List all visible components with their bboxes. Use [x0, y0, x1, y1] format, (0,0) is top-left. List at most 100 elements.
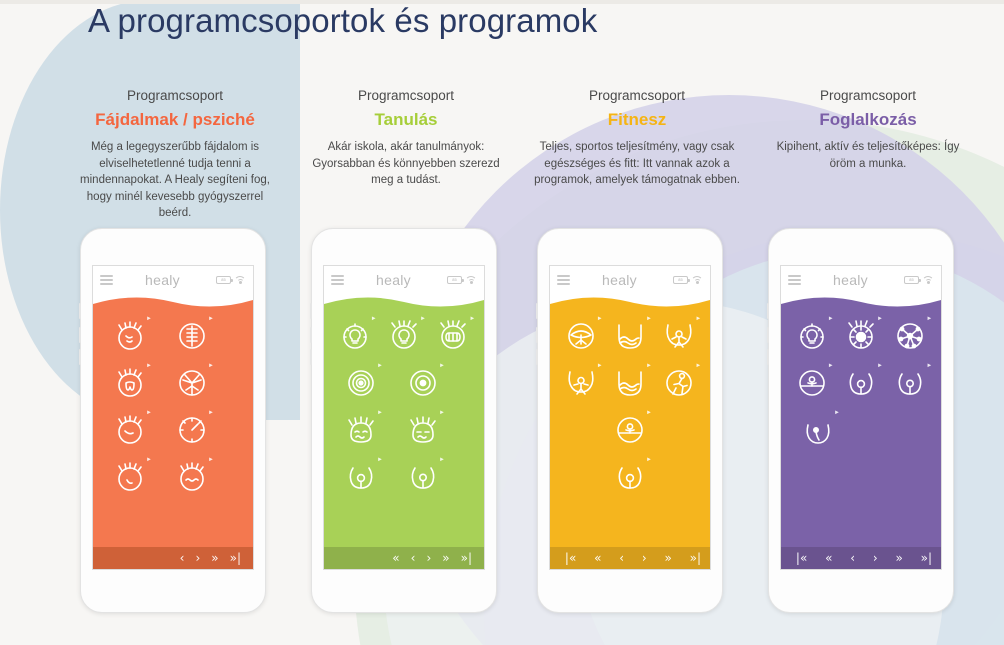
icon-badge: ► — [146, 316, 152, 322]
water-wave-icon[interactable]: ► — [613, 316, 652, 353]
icon-row: ► — [556, 457, 704, 494]
spine-icon[interactable]: ► — [175, 316, 214, 353]
program-group-kicker: Programcsoport — [357, 88, 455, 103]
prev-group-button[interactable]: « — [594, 551, 602, 565]
target-focus-icon[interactable]: ► — [406, 363, 445, 400]
icon-badge: ► — [439, 363, 445, 369]
icon-badge: ► — [420, 316, 426, 322]
icon-badge: ► — [377, 363, 383, 369]
icon-row: ► ► ► — [330, 316, 478, 353]
icon-badge: ► — [377, 457, 383, 463]
phone-mockup-3: healy 85 ► ► ► ► ► ► ► ► |« « ‹ › » »| — [536, 228, 723, 613]
tooth-pain-icon[interactable]: ► — [113, 363, 152, 400]
icon-row: ► ► — [99, 457, 247, 494]
muscle-figure-icon[interactable]: ► — [662, 316, 701, 353]
next-group-button[interactable]: » — [211, 551, 219, 565]
icon-badge: ► — [695, 316, 702, 322]
icon-row: ► ► — [330, 410, 478, 447]
next-button[interactable]: › — [641, 551, 647, 565]
icon-badge: ► — [646, 363, 652, 369]
muscle-arms-icon[interactable]: ► — [564, 363, 603, 400]
last-page-button[interactable]: »| — [920, 551, 933, 565]
idea-bulb-icon[interactable]: ► — [795, 316, 834, 353]
joint-pain-icon[interactable]: ► — [175, 410, 214, 447]
next-button[interactable]: › — [872, 551, 878, 565]
app-content-area: ► ► ► ► ► ► ► — [781, 293, 941, 547]
energy-dome-icon[interactable]: ► — [564, 316, 603, 353]
prev-button[interactable]: ‹ — [619, 551, 625, 565]
program-group-description: Akár iskola, akár tanulmányok: Gyorsabba… — [312, 141, 500, 186]
wifi-icon — [922, 275, 934, 284]
prev-button[interactable]: ‹ — [850, 551, 856, 565]
next-group-button[interactable]: » — [895, 551, 903, 565]
next-group-button[interactable]: » — [442, 551, 450, 565]
phone-screen: healy 85 ► ► ► ► ► ► ► |« « ‹ › » »| — [780, 265, 942, 570]
prev-group-button[interactable]: « — [392, 551, 400, 565]
sun-burst-icon[interactable]: ► — [844, 316, 883, 353]
last-page-button[interactable]: »| — [229, 551, 241, 565]
icon-badge: ► — [827, 363, 834, 369]
embrace-icon[interactable]: ► — [613, 457, 652, 494]
icon-badge: ► — [596, 316, 603, 322]
program-group-description: Kipihent, aktív és teljesítőképes: Így ö… — [776, 141, 960, 170]
bulb-focus-icon[interactable]: ► — [387, 316, 426, 353]
icon-badge: ► — [208, 363, 214, 369]
balance-icon[interactable]: ► — [795, 363, 834, 400]
head-calm-icon[interactable]: ► — [113, 457, 152, 494]
next-button[interactable]: › — [426, 551, 432, 565]
battery-level-label: 85 — [452, 276, 457, 282]
battery-icon: 85 — [447, 275, 464, 284]
last-page-button[interactable]: »| — [689, 551, 702, 565]
prev-button[interactable]: ‹ — [179, 551, 185, 565]
hydration-icon[interactable]: ► — [613, 363, 652, 400]
battery-level-label: 85 — [909, 276, 914, 282]
icon-row: ► — [556, 410, 704, 447]
battery-level-label: 85 — [221, 276, 226, 282]
next-group-button[interactable]: » — [664, 551, 672, 565]
nerve-tree-icon[interactable]: ► — [175, 363, 214, 400]
phone-screen: healy 85 ► ► ► ► ► ► ► ► |« « ‹ › » »| — [549, 265, 711, 570]
icon-row: ► ► — [99, 410, 247, 447]
icon-badge: ► — [695, 363, 702, 369]
head-psyche-icon[interactable]: ► — [175, 457, 214, 494]
hamburger-icon[interactable] — [331, 274, 344, 285]
program-group-description: Teljes, sportos teljesítmény, vagy csak … — [534, 141, 740, 186]
app-bottom-nav: |« « ‹ › » »| — [781, 547, 941, 569]
icon-badge: ► — [146, 363, 152, 369]
prev-button[interactable]: ‹ — [410, 551, 416, 565]
battery-icon: 85 — [673, 275, 690, 284]
status-icons: 85 — [447, 275, 477, 284]
embrace-icon[interactable]: ► — [844, 363, 883, 400]
relaxed-face-icon[interactable]: ► — [406, 410, 445, 447]
prev-group-button[interactable]: « — [825, 551, 833, 565]
next-button[interactable]: › — [195, 551, 201, 565]
battery-level-label: 85 — [678, 276, 683, 282]
app-content-area: ► ► ► ► ► ► ► ► — [550, 293, 710, 547]
last-page-button[interactable]: »| — [460, 551, 472, 565]
embrace-alt-icon[interactable]: ► — [893, 363, 932, 400]
idea-bulb-icon[interactable]: ► — [338, 316, 377, 353]
seed-growth-icon[interactable]: ► — [801, 410, 840, 447]
icon-badge: ► — [827, 316, 834, 322]
icon-badge: ► — [208, 316, 214, 322]
embrace-alt-icon[interactable]: ► — [406, 457, 445, 494]
app-header: healy 85 — [781, 266, 941, 293]
head-ache-icon[interactable]: ► — [113, 410, 152, 447]
status-icons: 85 — [673, 275, 703, 284]
program-group-columns: Programcsoport Fájdalmak / psziché Még a l… — [0, 86, 1004, 222]
icon-row: ► ► ► — [787, 316, 935, 353]
first-page-button[interactable]: |« — [795, 551, 808, 565]
phone-frame: healy 85 ► ► ► ► ► ► ► ► |« « ‹ › » »| — [536, 228, 723, 613]
embrace-icon[interactable]: ► — [344, 457, 383, 494]
balance-icon[interactable]: ► — [613, 410, 652, 447]
calm-face-icon[interactable]: ► — [344, 410, 383, 447]
icon-row: ► ► — [99, 363, 247, 400]
running-icon[interactable]: ► — [662, 363, 701, 400]
wifi-icon — [691, 275, 703, 284]
target-rings-icon[interactable]: ► — [344, 363, 383, 400]
network-icon[interactable]: ► — [893, 316, 932, 353]
head-pain-icon[interactable]: ► — [113, 316, 152, 353]
brain-icon[interactable]: ► — [436, 316, 475, 353]
first-page-button[interactable]: |« — [564, 551, 577, 565]
